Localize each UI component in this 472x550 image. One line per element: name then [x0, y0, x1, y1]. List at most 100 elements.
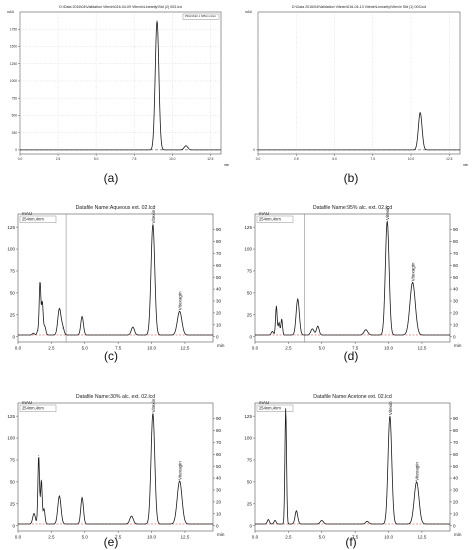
- x-axis-label: min: [217, 532, 225, 537]
- y2-tick-label: 20: [453, 500, 459, 505]
- peak-apex: [296, 510, 297, 512]
- x-tick-label: 2.5: [285, 535, 292, 540]
- chromatogram-trace: [18, 224, 213, 336]
- y2-tick-label: 90: [453, 227, 459, 232]
- peak-apex: [365, 329, 367, 331]
- peak-apex: [297, 298, 299, 300]
- x-tick-label: 10.0: [408, 157, 414, 161]
- y2-tick-label: 80: [453, 239, 459, 244]
- y-tick-label: 100: [7, 436, 15, 441]
- y2-tick-label: 60: [453, 452, 459, 457]
- chromatogram-panel-3: Datafile Name:Aqueous ext. 02.lcd 0 25 50 75…: [7, 205, 225, 363]
- y-axis-label: mAU: [259, 400, 269, 405]
- panel-caption: (e): [104, 535, 119, 549]
- y2-tick-label: 60: [216, 452, 222, 457]
- y2-tick-label: 60: [453, 263, 459, 268]
- x-tick-label: 0.0: [256, 157, 261, 161]
- y2-tick-label: 70: [453, 251, 459, 256]
- y-tick-label: 25: [247, 312, 253, 317]
- peak-apex: [179, 310, 181, 312]
- y-axis-label: mAU: [7, 10, 15, 14]
- peak-apex: [32, 332, 34, 334]
- peak-apex: [389, 415, 391, 417]
- y-tick-label: 750: [12, 96, 18, 100]
- y2-tick-label: 20: [453, 311, 459, 316]
- x-tick-label: 12.5: [207, 157, 213, 161]
- peak-apex: [267, 519, 269, 521]
- panel-caption: (b): [344, 171, 359, 185]
- y2-tick-label: 90: [216, 416, 222, 421]
- y2-tick-label: 70: [216, 251, 222, 256]
- x-tick-label: 7.5: [115, 535, 122, 540]
- y-tick-label: 1750: [10, 27, 17, 31]
- panel-title: D:\Data 2016\04\Validation Vitexin\016-0…: [292, 5, 426, 9]
- y-tick-label: 25: [10, 312, 16, 317]
- y2-tick-label: 70: [453, 440, 459, 445]
- y2-tick-label: 0: [216, 523, 219, 528]
- legend-box: [19, 404, 57, 412]
- y-tick-label: 50: [247, 291, 253, 296]
- peak-apex: [274, 520, 276, 521]
- chromatogram-panel-2: D:\Data 2016\04\Validation Vitexin\016-0…: [245, 5, 468, 185]
- chromatogram-trace: [18, 413, 213, 525]
- y-tick-label: 50: [10, 291, 16, 296]
- y-tick-label: 125: [244, 225, 252, 230]
- x-tick-label: 10.0: [384, 535, 393, 540]
- peak-apex: [43, 508, 45, 510]
- peak-apex: [62, 327, 64, 329]
- peak-apex: [37, 330, 39, 332]
- x-tick-label: 7.5: [115, 346, 122, 351]
- x-tick-label: 2.5: [285, 346, 292, 351]
- x-tick-label: 10.0: [384, 346, 393, 351]
- panel-title: Datafile Name:Acetone ext. 02.lcd: [313, 394, 392, 400]
- x-tick-label: 5.0: [319, 346, 326, 351]
- y2-tick-label: 0: [453, 523, 456, 528]
- peak-label: Vitexagin: [178, 291, 183, 310]
- peak-label: Vitexagin: [178, 461, 183, 480]
- peak-apex: [152, 224, 154, 225]
- peak-apex: [131, 515, 132, 517]
- peak-apex: [386, 220, 388, 222]
- legend-box: [256, 215, 294, 223]
- y-tick-label: 75: [247, 458, 253, 463]
- y2-tick-label: 10: [216, 511, 222, 516]
- x-axis-label: min: [217, 343, 225, 348]
- peak-label: Vitexin: [151, 398, 156, 412]
- peak-apex: [81, 497, 83, 499]
- x-axis-label: min: [463, 163, 468, 167]
- y-axis-label: mAU: [22, 211, 32, 216]
- y2-tick-label: 50: [216, 464, 222, 469]
- y-tick-label: 125: [244, 414, 252, 419]
- x-axis-label: min: [224, 163, 229, 167]
- chromatogram-panel-5: Datafile Name:30% alc. ext. 02.lcd 0 25 50 7…: [7, 394, 225, 549]
- peak-apex: [81, 316, 83, 317]
- peak-apex: [416, 481, 418, 483]
- x-tick-label: 7.5: [352, 346, 359, 351]
- x-tick-label: 12.5: [180, 535, 189, 540]
- chromatogram-trace: [258, 111, 460, 151]
- y2-tick-label: 60: [216, 263, 222, 268]
- plot-frame: [17, 213, 214, 343]
- peak-apex: [317, 325, 319, 327]
- y-tick-label: 50: [247, 480, 253, 485]
- x-tick-label: 5.0: [319, 535, 326, 540]
- legend-entry: 254nm,4nm: [22, 217, 44, 222]
- peak-apex: [33, 513, 35, 514]
- y-tick-label: 125: [7, 225, 15, 230]
- chromatogram-panel-1: D:\Data 2016\04\Validation Vitexin\016-0…: [7, 5, 229, 185]
- x-tick-label: 7.5: [352, 535, 359, 540]
- y-tick-label: 1250: [10, 62, 17, 66]
- y-tick-label: 0: [12, 334, 15, 339]
- x-tick-label: 5.0: [82, 346, 89, 351]
- y-tick-label: 250: [12, 131, 18, 135]
- y-tick-label: 25: [10, 501, 16, 506]
- y-tick-label: 25: [247, 501, 253, 506]
- y2-tick-label: 80: [453, 428, 459, 433]
- chromatogram-trace: [20, 21, 221, 151]
- y2-tick-label: 10: [216, 322, 222, 327]
- y2-tick-label: 40: [216, 287, 222, 292]
- y-tick-label: 0: [249, 334, 252, 339]
- plot-frame: [17, 402, 214, 532]
- y-tick-label: 100: [244, 436, 252, 441]
- y2-tick-label: 20: [216, 500, 222, 505]
